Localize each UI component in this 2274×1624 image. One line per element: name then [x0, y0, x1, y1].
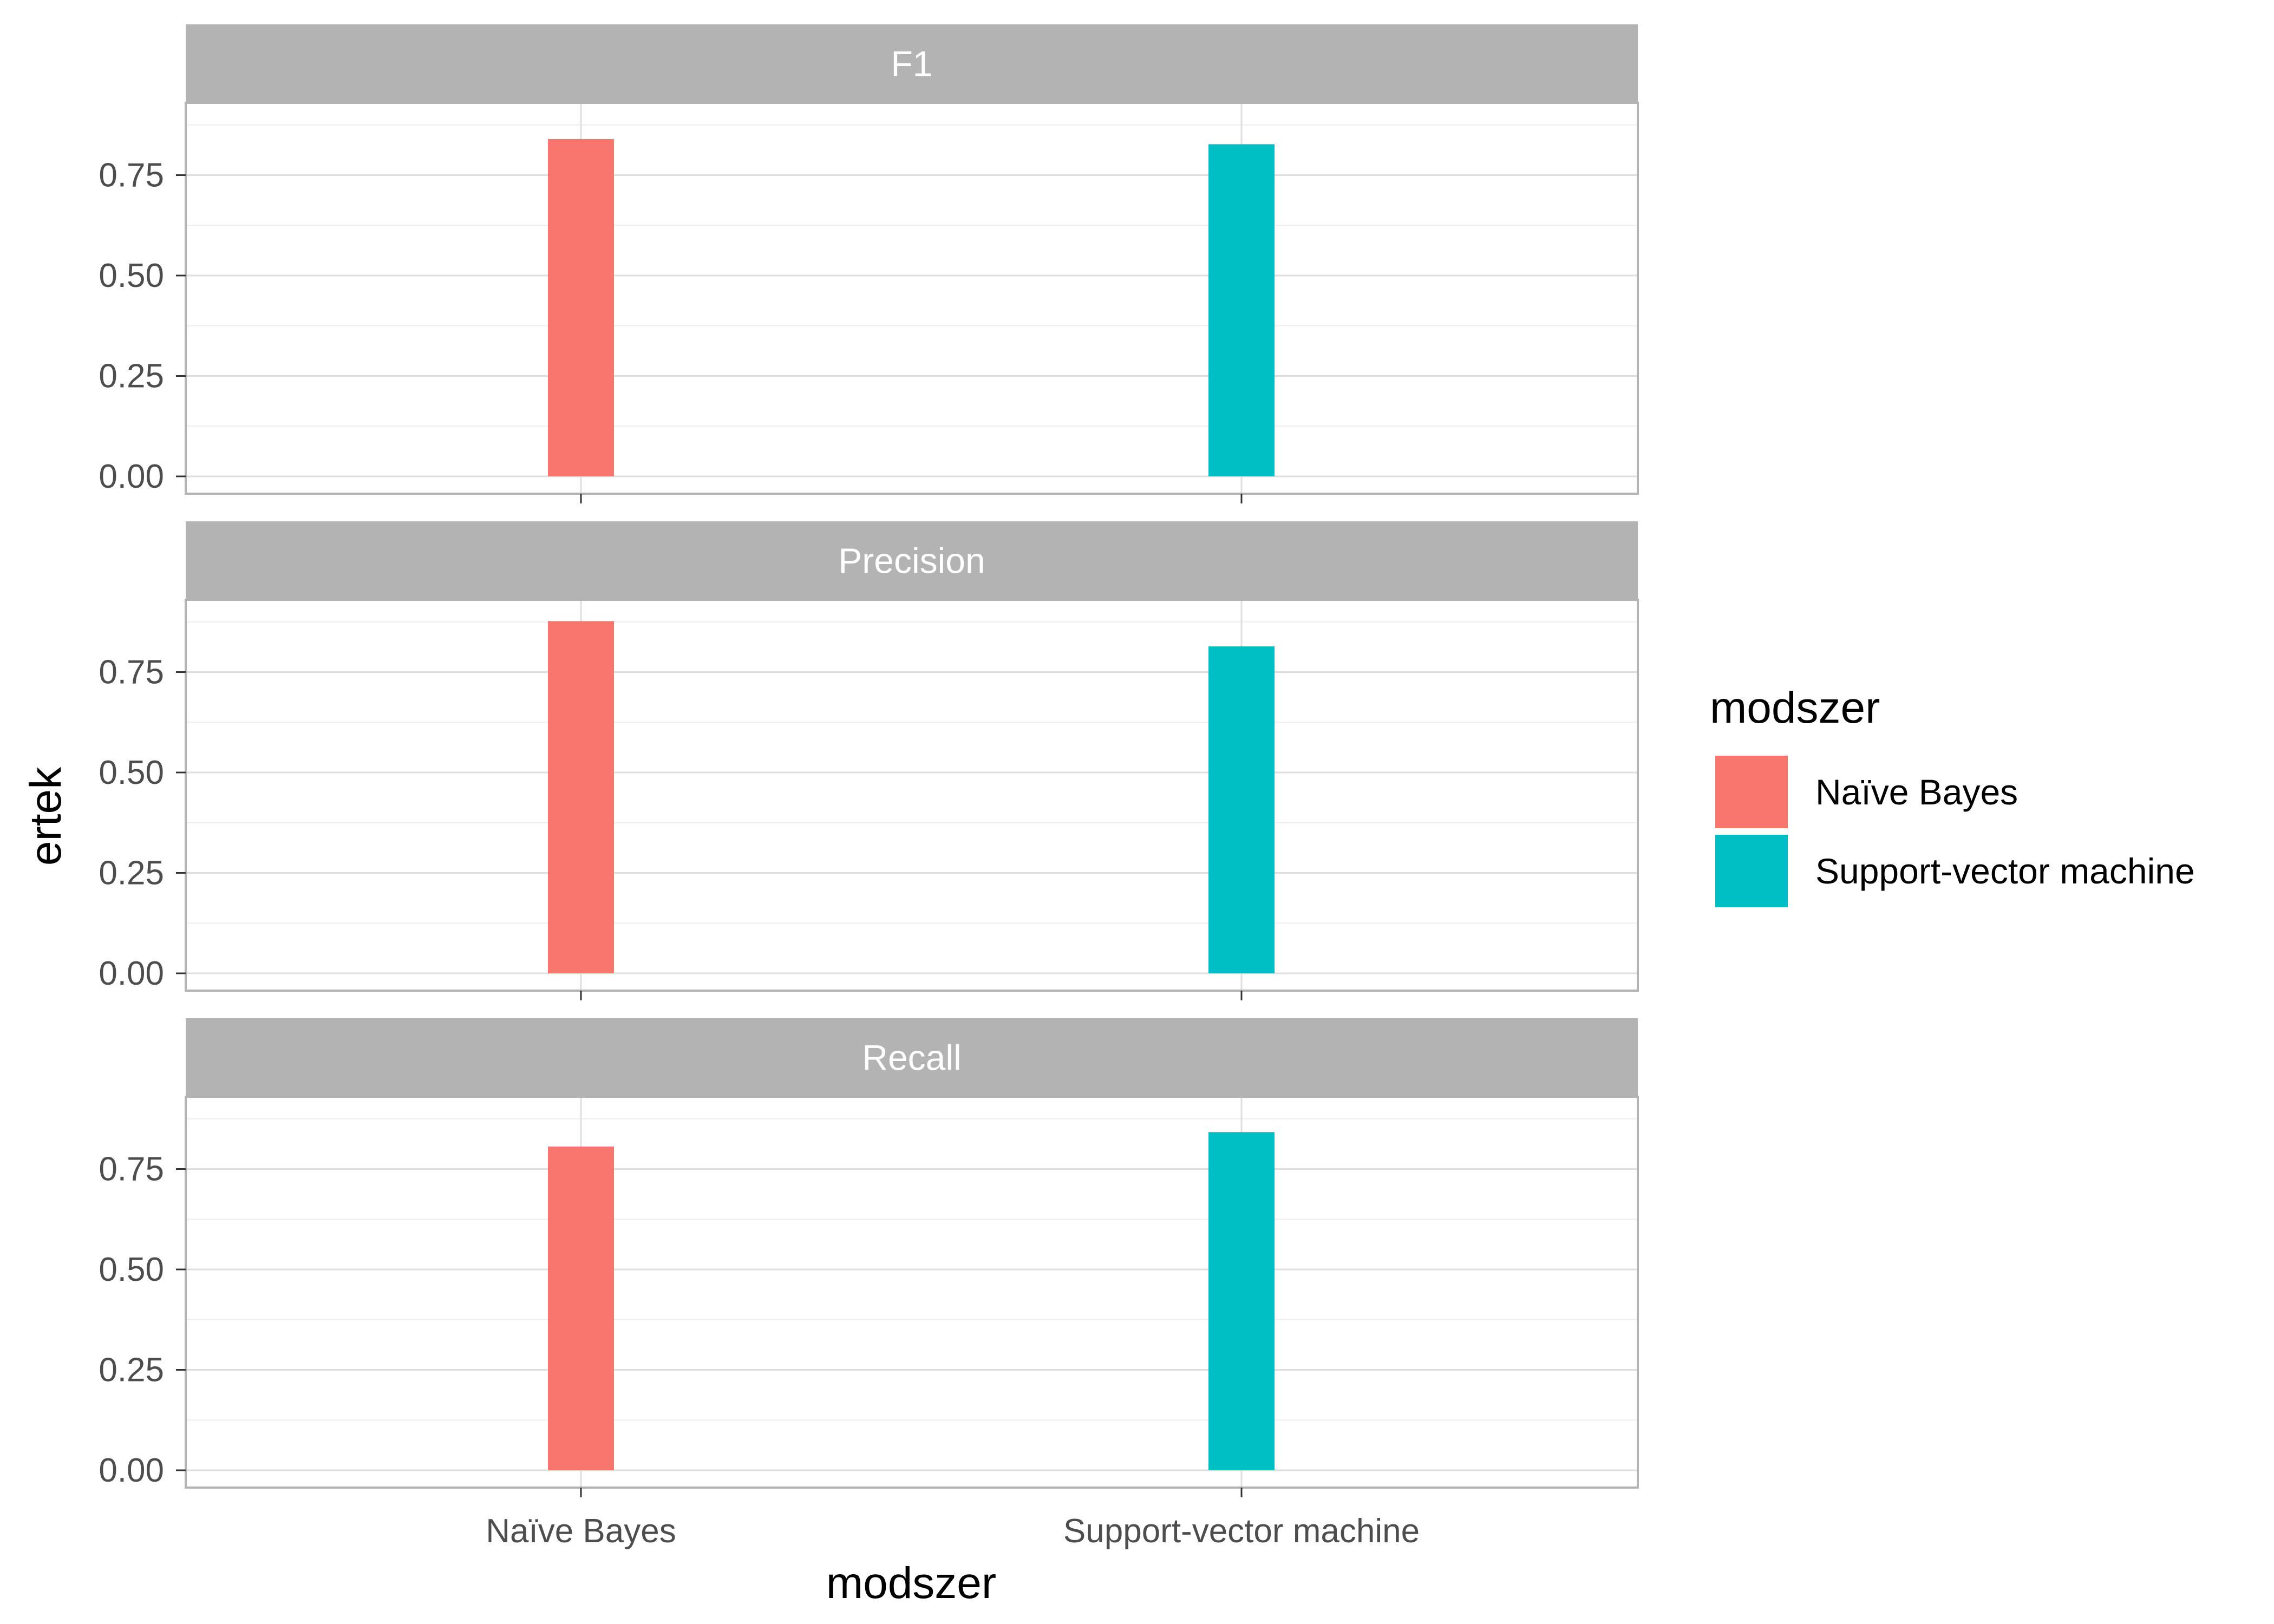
y-tick-label: 0.00: [99, 458, 164, 495]
legend-item: Naïve Bayes: [1715, 756, 2018, 828]
x-tick-label: Naïve Bayes: [486, 1512, 676, 1550]
panel-border: [185, 102, 1639, 495]
y-tick-label: 0.25: [99, 855, 164, 892]
y-axis-title: ertek: [21, 767, 70, 866]
y-tick-label: 0.75: [99, 654, 164, 691]
facet-strip-label: F1: [891, 44, 932, 84]
x-tick-label: Support-vector machine: [1063, 1512, 1420, 1550]
facet-panel-recall: Recall 0.00 0.25 0.50 0.75: [99, 1018, 1639, 1497]
facet-panel-f1: F1 0.00 0.25 0.50 0.75: [99, 24, 1639, 503]
y-tick-label: 0.75: [99, 157, 164, 194]
legend-item: Support-vector machine: [1715, 835, 2195, 907]
panel-background: [186, 103, 1638, 494]
x-axis-title: modszer: [826, 1558, 996, 1608]
x-axis: modszer Naïve Bayes Support-vector machin…: [486, 1512, 1420, 1608]
y-tick-label: 0.50: [99, 754, 164, 791]
y-tick-label: 0.00: [99, 955, 164, 992]
facet-strip-label: Recall: [862, 1038, 961, 1078]
panel-background: [186, 1097, 1638, 1488]
legend-swatch: [1715, 835, 1788, 907]
y-tick-label: 0.50: [99, 1251, 164, 1288]
y-tick-label: 0.25: [99, 358, 164, 395]
bar-recall-naive-bayes: [548, 1147, 614, 1470]
legend-title: modszer: [1710, 683, 1880, 732]
facet-panels: F1 0.00 0.25 0.50 0.75 Precision 0.00 0.25 0.50 0…: [99, 24, 1639, 1497]
y-tick-label: 0.00: [99, 1452, 164, 1489]
y-tick-label: 0.75: [99, 1151, 164, 1188]
facet-strip: [186, 521, 1638, 600]
facet-panel-precision: Precision 0.00 0.25 0.50 0.75: [99, 521, 1639, 1000]
panel-border: [185, 1096, 1639, 1489]
facet-strip: [186, 24, 1638, 103]
legend-label: Support-vector machine: [1815, 851, 2195, 891]
y-axis: ertek: [21, 767, 70, 866]
bar-precision-svm: [1208, 646, 1275, 973]
y-tick-label: 0.50: [99, 257, 164, 294]
bar-f1-naive-bayes: [548, 139, 614, 477]
panel-border: [185, 599, 1639, 992]
panel-background: [186, 600, 1638, 991]
bar-recall-svm: [1208, 1132, 1275, 1470]
bar-f1-svm: [1208, 144, 1275, 477]
facet-strip: [186, 1018, 1638, 1097]
legend-swatch: [1715, 756, 1788, 828]
y-tick-label: 0.25: [99, 1352, 164, 1389]
legend-label: Naïve Bayes: [1815, 772, 2018, 812]
facet-strip-label: Precision: [838, 541, 985, 581]
legend: modszer Naïve Bayes Support-vector machin…: [1710, 683, 2195, 907]
bar-precision-naive-bayes: [548, 621, 614, 973]
